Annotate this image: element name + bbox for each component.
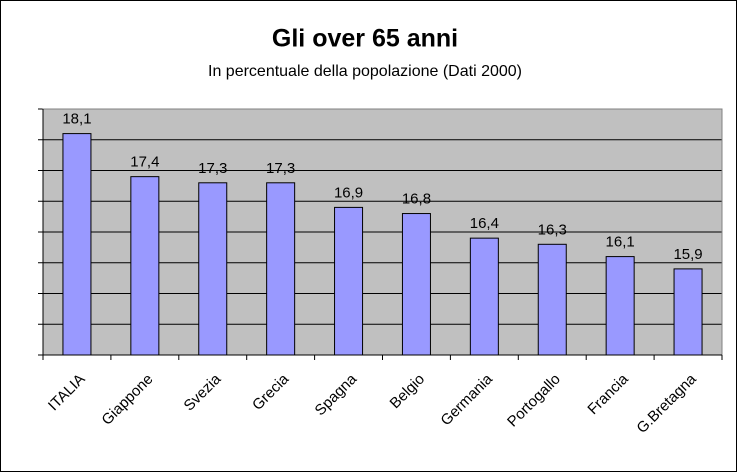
bar [62,133,92,356]
data-label: 15,9 [673,246,702,263]
bar [673,268,703,356]
chart-title: Gli over 65 anni [272,25,458,53]
bar [605,256,635,356]
data-label: 16,1 [606,234,635,251]
data-label: 17,4 [130,154,159,171]
bar [266,182,296,356]
bar [334,206,364,356]
data-label: 16,9 [334,184,363,201]
data-label: 17,3 [198,160,227,177]
data-label: 16,3 [538,221,567,238]
bar [401,213,431,356]
bar [198,182,228,356]
bar [130,176,160,356]
data-label: 18,1 [62,111,91,128]
bar [537,243,567,356]
chart-subtitle: In percentuale della popolazione (Dati 2… [208,63,522,80]
data-label: 16,4 [470,215,499,232]
data-label: 16,8 [402,191,431,208]
data-label: 17,3 [266,160,295,177]
bar [469,237,499,356]
